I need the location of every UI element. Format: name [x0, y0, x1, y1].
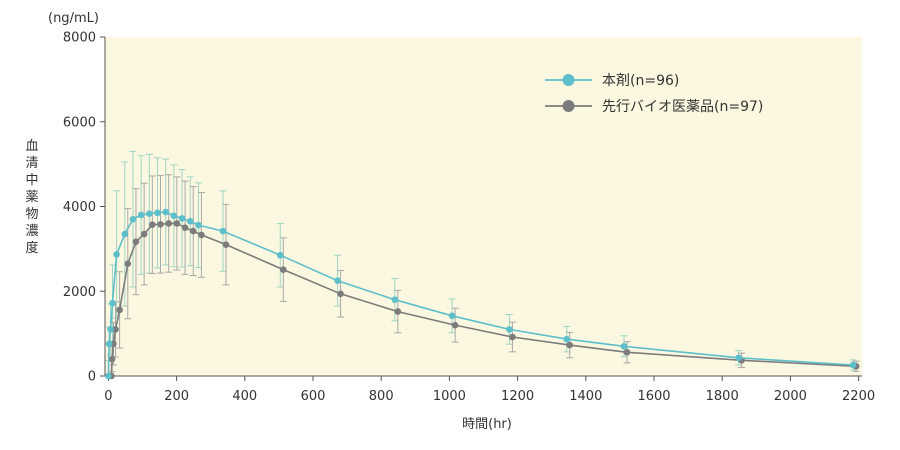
- data-point: [394, 308, 402, 315]
- x-axis-title: 時間(hr): [462, 417, 512, 432]
- data-point: [563, 335, 571, 343]
- data-point: [154, 209, 161, 217]
- data-point: [181, 224, 189, 231]
- data-point: [178, 215, 186, 222]
- x-tick-label: 2000: [774, 389, 807, 404]
- data-point: [735, 354, 742, 362]
- data-point: [113, 251, 120, 258]
- legend-label: 先行バイオ医薬品(n=97): [602, 99, 763, 115]
- data-point: [279, 266, 287, 273]
- x-tick-label: 1000: [433, 389, 466, 404]
- y-tick-label: 6000: [63, 115, 96, 130]
- data-point: [149, 221, 156, 229]
- data-point: [451, 321, 459, 329]
- data-point: [108, 355, 116, 363]
- x-tick-label: 600: [301, 389, 326, 404]
- data-point: [276, 251, 284, 259]
- y-unit-label: (ng/mL): [48, 11, 99, 26]
- data-point: [132, 238, 140, 245]
- legend-swatch-marker: [562, 100, 575, 112]
- data-point: [623, 348, 631, 356]
- x-tick-label: 0: [104, 389, 112, 404]
- legend: 本剤(n=96) 先行バイオ医薬品(n=97): [545, 73, 763, 115]
- y-axis: 0 2000 4000 6000 8000: [63, 31, 106, 385]
- data-point: [222, 241, 230, 248]
- data-point: [566, 341, 574, 349]
- plot-area: [105, 37, 862, 376]
- data-point: [146, 210, 153, 218]
- x-tick-label: 1200: [501, 389, 534, 404]
- legend-label: 本剤(n=96): [602, 73, 679, 89]
- data-point: [186, 218, 194, 225]
- data-point: [124, 260, 132, 268]
- legend-item: 先行バイオ医薬品(n=97): [545, 99, 763, 115]
- data-point: [849, 361, 857, 369]
- data-point: [195, 221, 202, 229]
- data-point: [105, 372, 112, 380]
- data-point: [334, 277, 341, 284]
- y-axis-title: 血清中薬物濃度: [25, 139, 38, 256]
- data-point: [506, 326, 513, 333]
- legend-swatch-marker: [562, 74, 575, 86]
- x-tick-label: 1400: [569, 389, 602, 404]
- data-point: [121, 230, 129, 238]
- x-axis: 0 200 400 600 800 1000 1200 1400 1600 1800 2000 220…: [104, 375, 875, 404]
- x-tick-label: 200: [164, 389, 189, 404]
- data-point: [112, 326, 119, 333]
- y-tick-label: 0: [88, 370, 96, 385]
- data-point: [189, 227, 197, 235]
- data-point: [219, 227, 227, 235]
- data-point: [137, 211, 145, 219]
- x-tick-label: 400: [232, 389, 257, 404]
- x-tick-label: 1800: [706, 389, 739, 404]
- data-point: [337, 290, 344, 298]
- data-point: [173, 220, 181, 227]
- data-point: [157, 220, 164, 228]
- data-point: [129, 215, 137, 223]
- data-point: [198, 231, 205, 239]
- data-point: [509, 333, 516, 341]
- y-tick-label: 2000: [63, 285, 96, 300]
- data-point: [165, 220, 172, 227]
- x-tick-label: 2200: [842, 389, 875, 404]
- data-point: [391, 296, 399, 304]
- series-layer: [105, 208, 860, 380]
- data-point: [105, 340, 113, 348]
- data-point: [109, 299, 116, 307]
- legend-item: 本剤(n=96): [545, 73, 679, 89]
- data-point: [140, 230, 148, 238]
- x-tick-label: 1600: [637, 389, 670, 404]
- y-axis-title-text: 血清中薬物濃度: [25, 139, 38, 256]
- data-point: [116, 306, 123, 314]
- data-point: [107, 326, 114, 333]
- data-point: [620, 343, 628, 350]
- data-point: [448, 312, 456, 320]
- data-point: [162, 208, 169, 216]
- data-point: [170, 212, 178, 220]
- x-tick-label: 800: [369, 389, 394, 404]
- y-tick-label: 4000: [63, 200, 96, 215]
- y-tick-label: 8000: [63, 31, 96, 46]
